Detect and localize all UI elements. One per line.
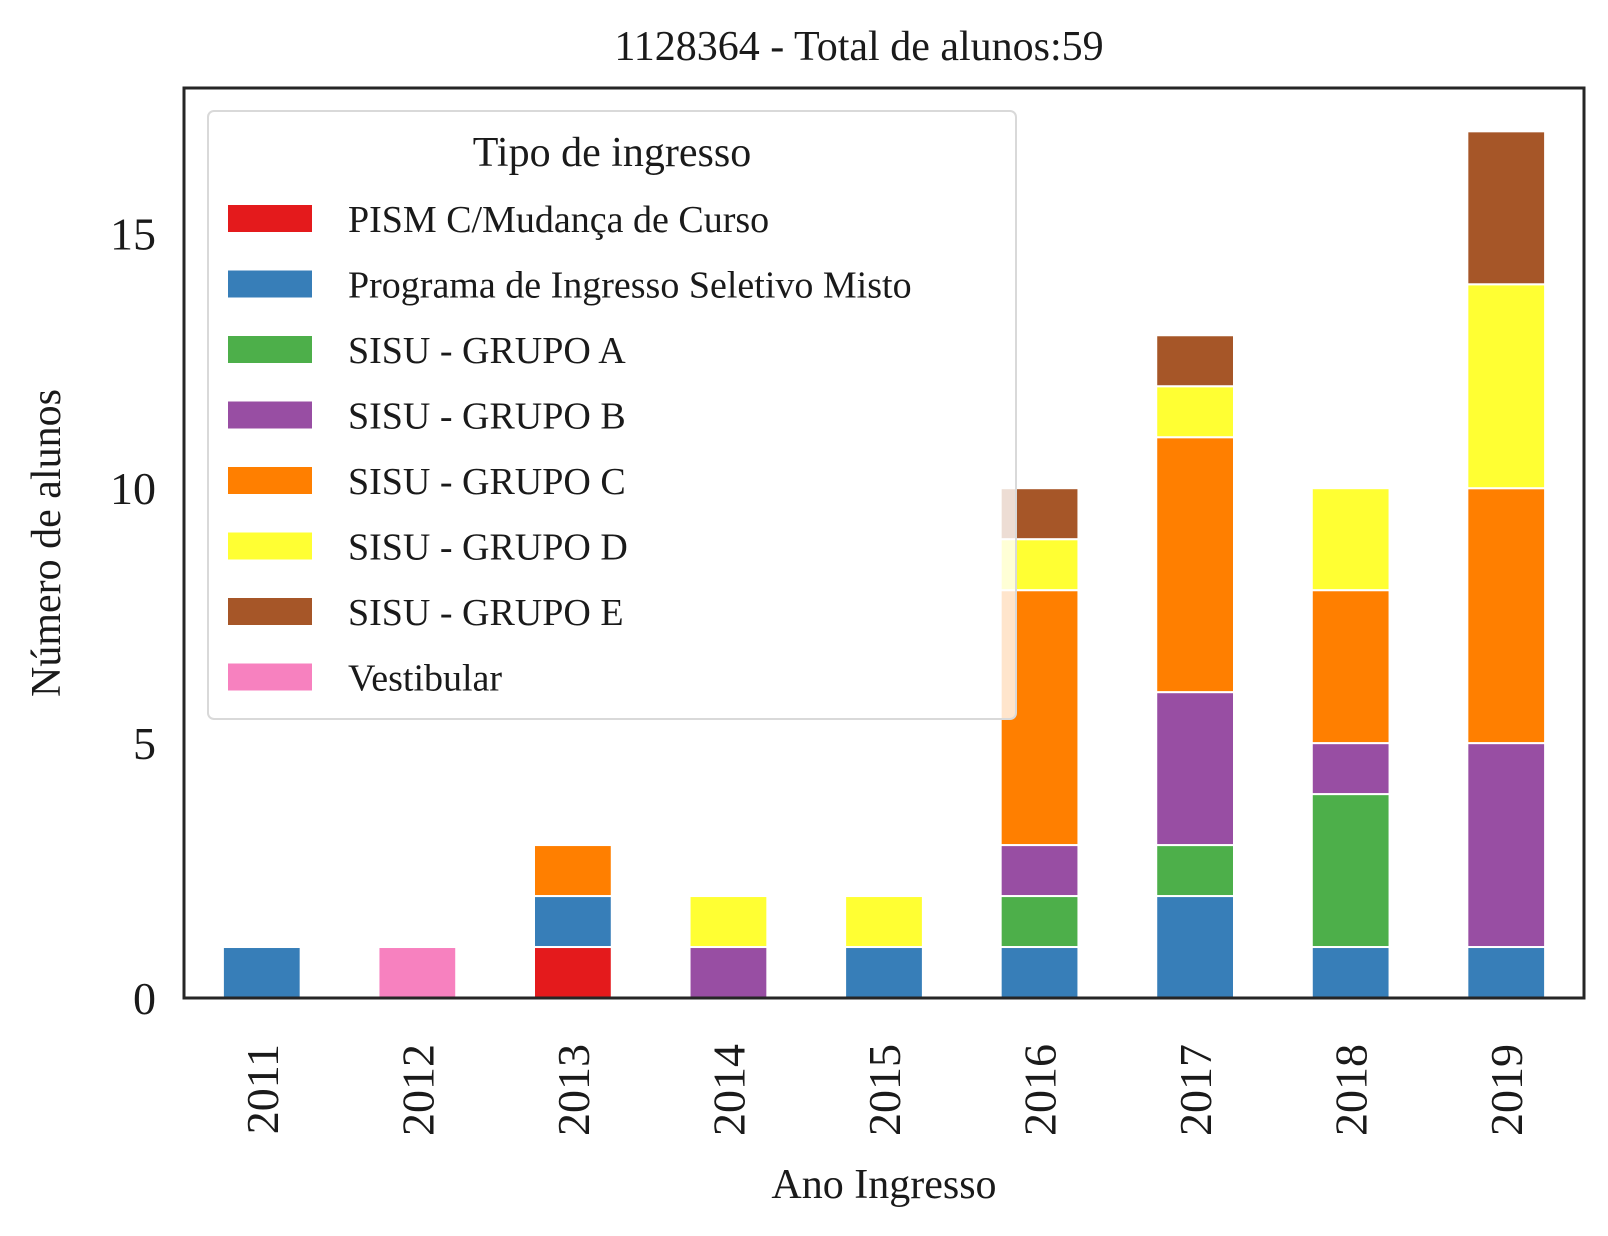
bar-2013-series-1 xyxy=(533,895,613,949)
bar-2019-series-1 xyxy=(1466,946,1547,999)
plot-frame xyxy=(182,86,1586,1000)
legend-label: SISU - GRUPO D xyxy=(348,527,628,569)
legend-swatch xyxy=(228,467,312,494)
y-axis-label: Número de alunos xyxy=(24,389,70,697)
legend-swatch xyxy=(228,532,312,560)
legend-label: Programa de Ingresso Seletivo Misto xyxy=(348,265,912,307)
bar-2016-series-2 xyxy=(999,895,1080,949)
legend-swatch xyxy=(228,336,312,363)
bars-layer xyxy=(221,130,1547,1000)
legend-label: PISM C/Mudança de Curso xyxy=(348,199,769,241)
y-tick-label: 10 xyxy=(110,463,156,514)
legend-label: SISU - GRUPO E xyxy=(348,592,624,634)
bar-2017-series-1 xyxy=(1155,895,1235,1000)
y-axis-ticks: 0 5 10 15 xyxy=(110,208,156,1024)
bar-2018-series-1 xyxy=(1310,946,1391,999)
bar-2013-series-0 xyxy=(533,946,613,999)
bar-2018-series-5 xyxy=(1310,487,1391,592)
bar-2014-series-3 xyxy=(688,946,769,999)
y-tick-label: 15 xyxy=(110,208,156,259)
legend-box xyxy=(207,110,1017,720)
bar-2017-series-3 xyxy=(1155,691,1235,847)
x-axis-ticks: 2011 2012 2013 2014 2015 2016 2017 2018 2019 xyxy=(237,1044,1532,1136)
bar-2013-series-4 xyxy=(533,844,613,898)
bar-2017-series-5 xyxy=(1155,385,1235,439)
y-tick-label: 0 xyxy=(133,973,156,1024)
bar-2017-series-6 xyxy=(1155,334,1235,388)
bar-2016-series-1 xyxy=(999,946,1080,999)
x-tick-label: 2014 xyxy=(703,1044,754,1136)
bar-2016-series-3 xyxy=(999,844,1080,898)
x-tick-label: 2012 xyxy=(392,1044,443,1136)
legend-swatch xyxy=(228,401,312,429)
bar-2019-series-5 xyxy=(1466,283,1547,490)
legend-items: PISM C/Mudança de Curso Programa de Ingre… xyxy=(228,199,912,700)
bar-2018-series-2 xyxy=(1310,793,1391,949)
legend-label: SISU - GRUPO A xyxy=(348,330,626,372)
x-axis-label: Ano Ingresso xyxy=(771,1162,996,1208)
legend-swatch xyxy=(228,598,312,625)
legend-swatch xyxy=(228,205,312,232)
chart-title: 1128364 - Total de alunos:59 xyxy=(614,24,1103,70)
legend-swatch xyxy=(228,663,312,691)
x-tick-label: 2015 xyxy=(859,1044,910,1136)
bar-2011-series-1 xyxy=(221,946,302,999)
bar-2019-series-6 xyxy=(1466,130,1547,286)
bar-2018-series-3 xyxy=(1310,742,1391,796)
bar-2012-series-7 xyxy=(377,946,458,999)
bar-2017-series-2 xyxy=(1155,844,1235,898)
legend-title: Tipo de ingresso xyxy=(473,130,751,176)
bar-2014-series-5 xyxy=(688,895,769,949)
x-tick-label: 2013 xyxy=(548,1044,599,1136)
y-tick-label: 5 xyxy=(133,718,156,769)
bar-2015-series-5 xyxy=(844,895,924,949)
x-tick-label: 2016 xyxy=(1015,1044,1066,1136)
legend-label: SISU - GRUPO B xyxy=(348,396,626,438)
legend: Tipo de ingresso PISM C/Mudança de Curso… xyxy=(207,110,1017,720)
legend-label: SISU - GRUPO C xyxy=(348,461,626,503)
bar-2019-series-4 xyxy=(1466,487,1547,745)
bar-2015-series-1 xyxy=(844,946,924,999)
bar-2018-series-4 xyxy=(1310,589,1391,745)
legend-swatch xyxy=(228,270,312,298)
bar-2019-series-3 xyxy=(1466,742,1547,949)
x-tick-label: 2017 xyxy=(1170,1044,1221,1136)
x-tick-label: 2018 xyxy=(1326,1044,1377,1136)
x-tick-label: 2011 xyxy=(237,1044,288,1134)
bar-2017-series-4 xyxy=(1155,436,1235,694)
legend-label: Vestibular xyxy=(348,658,502,700)
x-tick-label: 2019 xyxy=(1481,1044,1532,1136)
